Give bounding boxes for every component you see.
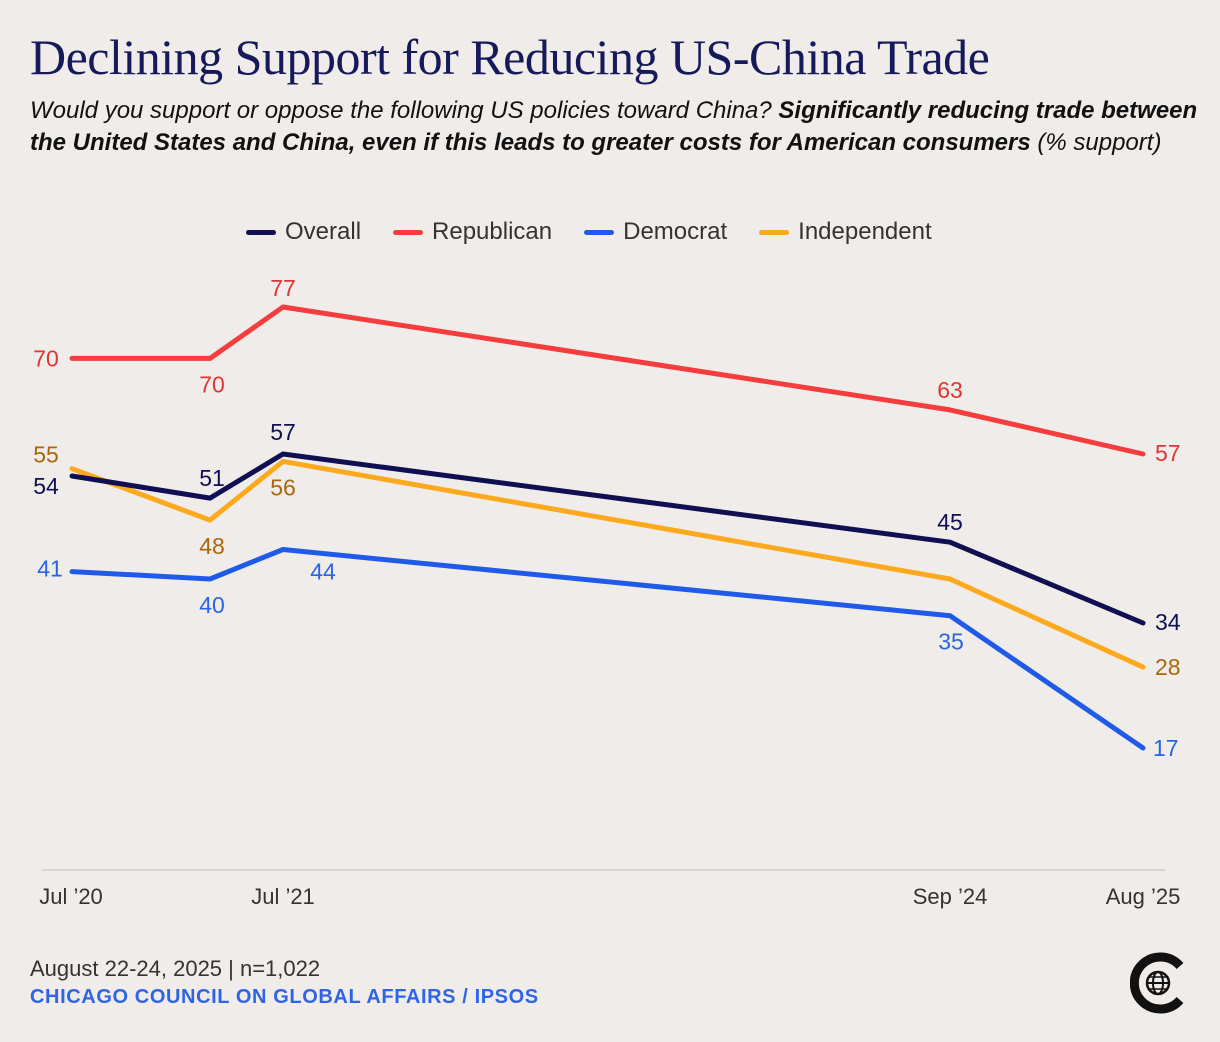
data-label-republican: 70 — [33, 345, 59, 371]
series-line-democrat — [69, 547, 1146, 751]
data-label-independent: 56 — [270, 474, 296, 500]
legend-item-republican: Republican — [393, 218, 552, 246]
data-label-independent: 28 — [1155, 654, 1181, 680]
data-label-independent: 48 — [199, 533, 225, 559]
legend-item-overall: Overall — [246, 218, 361, 246]
data-label-overall: 54 — [33, 473, 59, 499]
globe-c-logo-icon — [1130, 952, 1184, 1014]
series-line-republican — [69, 304, 1146, 457]
data-label-overall: 34 — [1155, 609, 1181, 635]
data-label-democrat: 44 — [310, 559, 336, 585]
legend-label-overall: Overall — [285, 218, 362, 245]
series-line-overall — [69, 451, 1146, 626]
x-tick-label: Aug ’25 — [1106, 884, 1181, 909]
subtitle-unit: (% support) — [1030, 129, 1162, 156]
data-label-independent: 55 — [33, 442, 59, 468]
subtitle-policy: Significantly reducing trade between the… — [30, 97, 1198, 156]
data-label-democrat: 17 — [1153, 735, 1179, 761]
data-label-republican: 57 — [1155, 440, 1181, 466]
legend-swatch-republican — [393, 229, 424, 235]
legend-label-republican: Republican — [432, 218, 553, 245]
legend-swatch-independent — [759, 229, 790, 235]
line-chart: Jul ’20 Jul ’21 Sep ’24 Aug ’25 54 51 57 45 34 70… — [33, 275, 1181, 909]
subtitle-question: Would you support or oppose the followin… — [30, 97, 779, 124]
footer-source: CHICAGO COUNCIL ON GLOBAL AFFAIRS / IPSO… — [30, 986, 539, 1008]
x-tick-label: Jul ’20 — [39, 884, 103, 909]
legend-label-independent: Independent — [798, 218, 932, 245]
data-label-overall: 45 — [937, 509, 963, 535]
legend-item-democrat: Democrat — [584, 218, 727, 246]
data-label-republican: 63 — [937, 377, 963, 403]
chart-subtitle: Would you support or oppose the followin… — [30, 95, 1200, 159]
legend-item-independent: Independent — [759, 218, 932, 246]
chart-legend: Overall Republican Democrat Independent — [246, 218, 964, 246]
data-label-overall: 51 — [199, 465, 225, 491]
x-tick-label: Jul ’21 — [251, 884, 315, 909]
data-label-overall: 57 — [270, 419, 296, 445]
data-label-democrat: 40 — [199, 592, 225, 618]
data-label-republican: 77 — [270, 275, 296, 301]
data-label-democrat: 41 — [37, 556, 63, 582]
footer-date-sample: August 22-24, 2025 | n=1,022 — [30, 956, 321, 981]
x-tick-label: Sep ’24 — [913, 884, 988, 909]
legend-label-democrat: Democrat — [623, 218, 728, 245]
series-line-independent — [69, 458, 1146, 670]
chart-title: Declining Support for Reducing US-China … — [30, 29, 990, 85]
legend-swatch-overall — [246, 229, 276, 235]
legend-swatch-democrat — [584, 229, 615, 235]
data-label-democrat: 35 — [938, 629, 964, 655]
data-label-republican: 70 — [199, 371, 225, 397]
